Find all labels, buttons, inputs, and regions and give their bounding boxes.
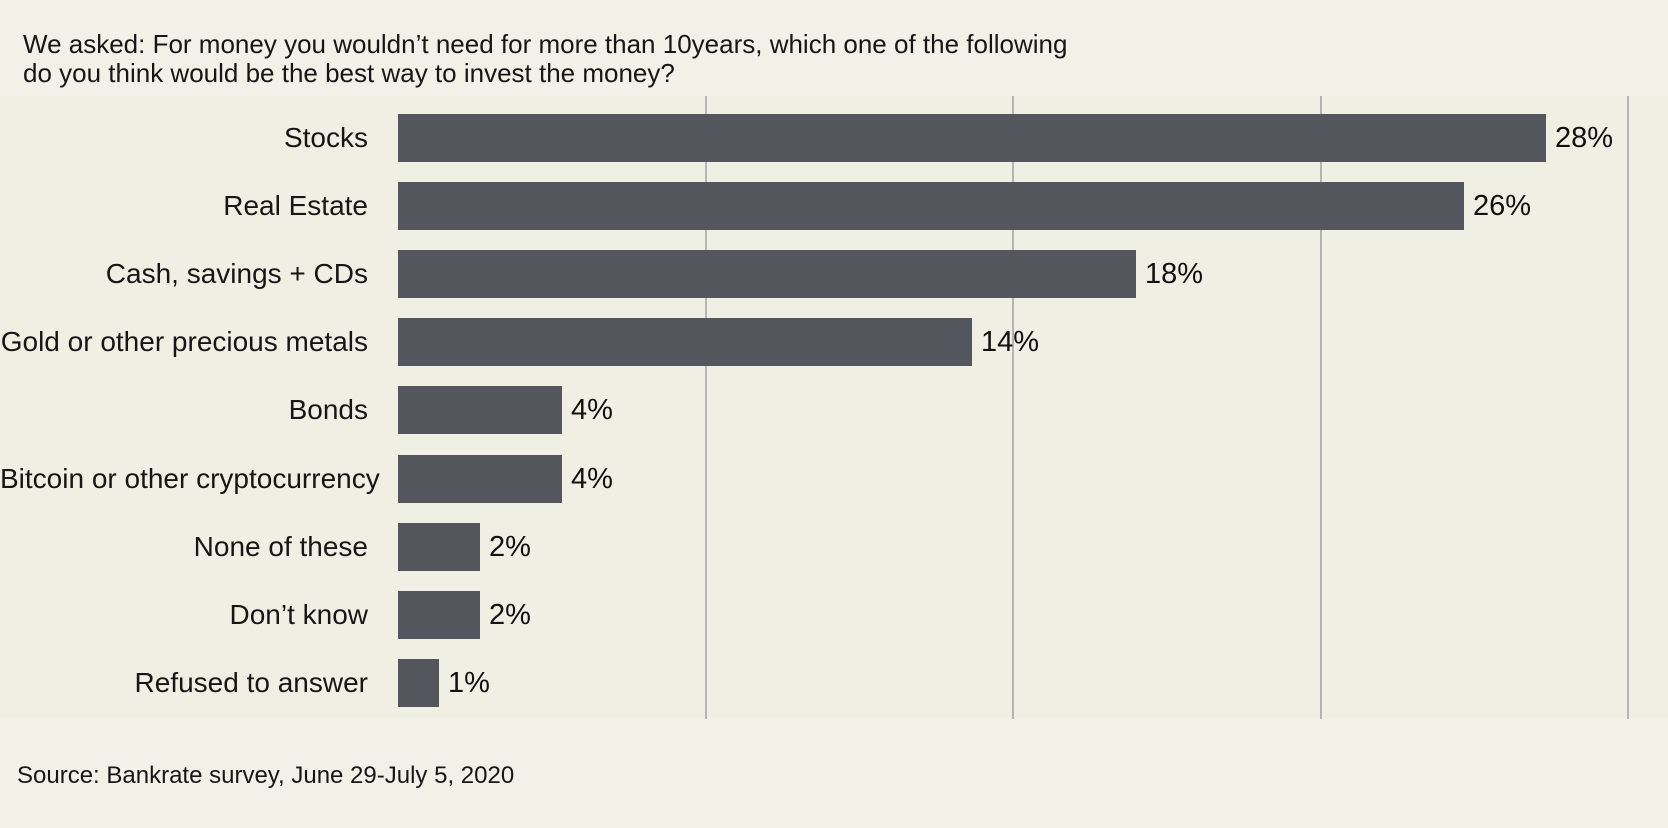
gridline: [1627, 96, 1629, 719]
chart-title-line-1: We asked: For money you wouldn’t need fo…: [23, 29, 1068, 59]
category-label: Don’t know: [229, 598, 368, 630]
bar-row: Stocks 28%: [0, 114, 1668, 162]
bar: [398, 522, 480, 571]
value-label: 18%: [1145, 258, 1204, 291]
bar-row: Bitcoin or other cryptocurrency 4%: [0, 454, 1668, 503]
bar: [398, 182, 1464, 231]
source-note: Source: Bankrate survey, June 29-July 5,…: [17, 762, 515, 789]
bar-row: Real Estate 26%: [0, 182, 1668, 231]
value-label: 28%: [1555, 122, 1614, 154]
bar-row: Refused to answer 1%: [0, 658, 1668, 707]
gridline: [1012, 96, 1014, 719]
value-label: 26%: [1473, 190, 1532, 223]
value-label: 2%: [489, 530, 531, 563]
bar-row: None of these 2%: [0, 522, 1668, 571]
value-label: 14%: [981, 326, 1040, 359]
chart-title-line-2: do you think would be the best way to in…: [23, 58, 675, 88]
category-label: Real Estate: [223, 190, 368, 222]
bar: [398, 250, 1136, 299]
category-label: Stocks: [283, 122, 368, 153]
bar-row: Bonds 4%: [0, 386, 1668, 435]
value-label: 4%: [571, 394, 613, 427]
category-label: Refused to answer: [134, 666, 368, 698]
bar-row: Gold or other precious metals 14%: [0, 318, 1668, 367]
bar-row: Don’t know 2%: [0, 590, 1668, 639]
chart-title: We asked: For money you wouldn’t need fo…: [23, 30, 1067, 88]
category-label: Gold or other precious metals: [0, 326, 368, 358]
bar: [398, 318, 972, 367]
bar: [398, 590, 480, 639]
plot-area: Stocks 28% Real Estate 26% Cash, savings + C…: [0, 96, 1668, 719]
bar: [398, 114, 1546, 162]
value-label: 4%: [571, 462, 613, 495]
value-label: 1%: [448, 666, 490, 699]
bar: [398, 658, 439, 707]
bar-row: Cash, savings + CDs 18%: [0, 250, 1668, 299]
gridline: [704, 96, 707, 719]
bar: [398, 386, 562, 435]
category-label: Bitcoin or other cryptocurrency: [0, 462, 380, 494]
category-label: Bonds: [288, 394, 368, 426]
gridline: [1319, 96, 1322, 719]
category-label: Cash, savings + CDs: [105, 258, 368, 290]
category-label: None of these: [193, 530, 368, 562]
value-label: 2%: [489, 598, 531, 631]
bar: [398, 454, 562, 503]
